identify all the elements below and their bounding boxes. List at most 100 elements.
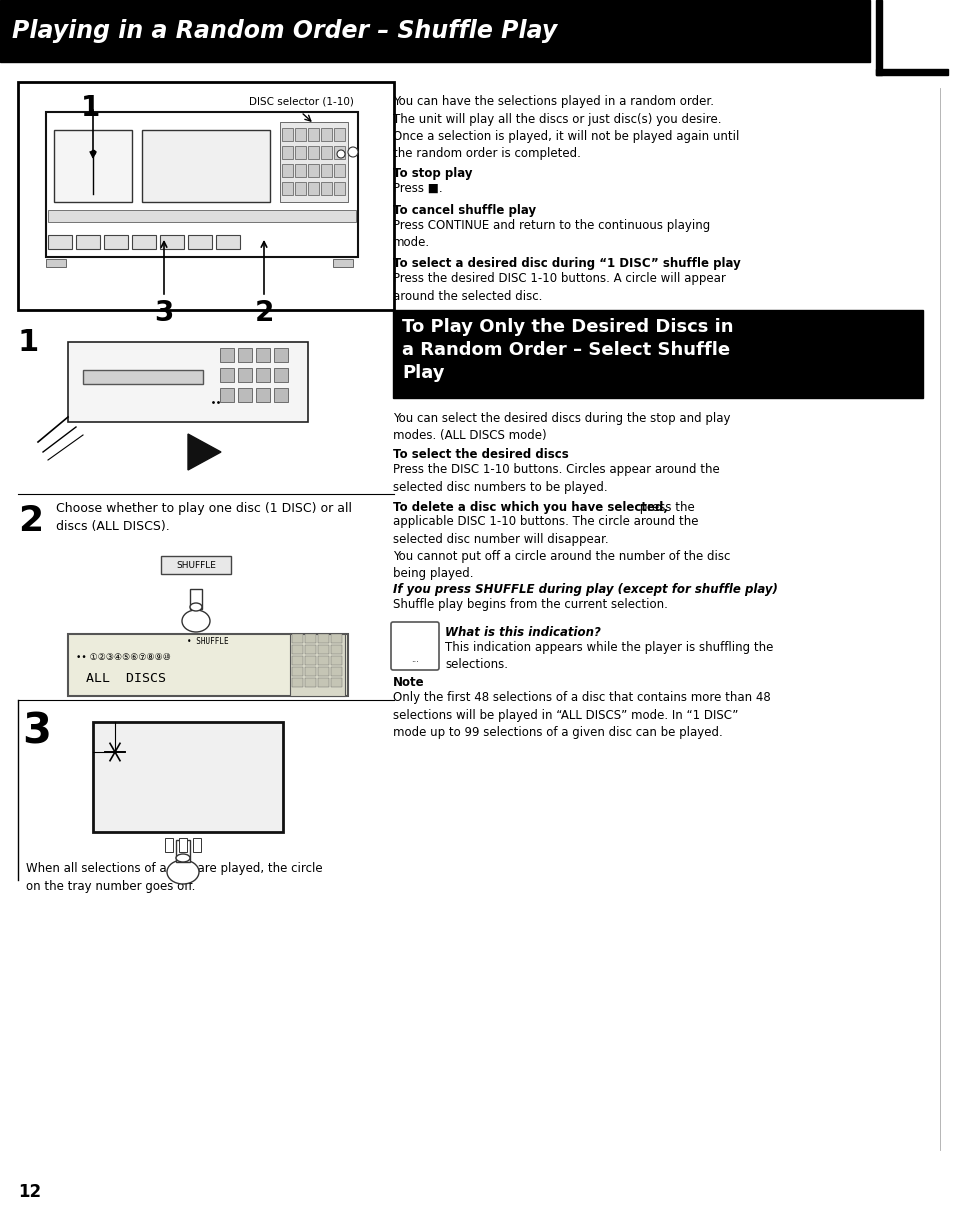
Bar <box>292 678 303 687</box>
Bar <box>305 645 315 654</box>
Text: To delete a disc which you have selected,: To delete a disc which you have selected… <box>393 501 667 514</box>
Text: ALL  DISCS: ALL DISCS <box>86 671 166 685</box>
Bar <box>18 82 394 310</box>
Bar <box>331 645 341 654</box>
Bar <box>215 235 240 249</box>
Bar <box>334 182 345 195</box>
Bar <box>175 839 190 862</box>
Polygon shape <box>68 342 308 422</box>
Bar <box>188 235 212 249</box>
Text: What is this indication?: What is this indication? <box>444 626 600 639</box>
Text: This indication appears while the player is shuffling the
selections.: This indication appears while the player… <box>444 642 773 671</box>
Bar <box>333 259 353 267</box>
Bar <box>48 235 71 249</box>
Text: 2: 2 <box>254 299 274 327</box>
Bar <box>165 838 172 852</box>
Bar <box>280 122 348 202</box>
Text: To select the desired discs: To select the desired discs <box>393 449 568 461</box>
Bar <box>160 235 184 249</box>
Bar <box>282 128 293 141</box>
Text: 12: 12 <box>18 1184 41 1201</box>
Bar <box>308 163 318 177</box>
Bar <box>161 556 231 574</box>
Circle shape <box>348 147 357 157</box>
Text: Choose whether to play one disc (1 DISC) or all
discs (ALL DISCS).: Choose whether to play one disc (1 DISC)… <box>56 501 352 533</box>
Bar <box>317 667 329 676</box>
FancyBboxPatch shape <box>391 622 438 670</box>
Bar <box>68 634 348 696</box>
Text: Only the first 48 selections of a disc that contains more than 48
selections wil: Only the first 48 selections of a disc t… <box>393 691 770 739</box>
Bar <box>292 634 303 643</box>
Bar <box>290 634 345 696</box>
Bar <box>274 388 288 402</box>
Bar <box>255 367 270 382</box>
Bar <box>237 367 252 382</box>
Ellipse shape <box>190 603 202 611</box>
Text: DISC selector (1-10): DISC selector (1-10) <box>249 96 353 106</box>
Bar <box>334 163 345 177</box>
Bar <box>305 656 315 665</box>
Bar <box>317 678 329 687</box>
Bar <box>292 667 303 676</box>
Circle shape <box>336 150 345 159</box>
Bar <box>255 388 270 402</box>
Bar <box>294 128 306 141</box>
Bar <box>282 163 293 177</box>
Bar <box>193 838 201 852</box>
Text: 1: 1 <box>18 328 39 356</box>
Bar <box>179 838 187 852</box>
Bar <box>320 182 332 195</box>
Bar <box>317 634 329 643</box>
Text: Press the desired DISC 1-10 buttons. A circle will appear
around the selected di: Press the desired DISC 1-10 buttons. A c… <box>393 272 725 302</box>
Text: •• ①②③④⑤⑥⑦⑧⑨⑩: •• ①②③④⑤⑥⑦⑧⑨⑩ <box>76 654 171 662</box>
Text: To Play Only the Desired Discs in
a Random Order – Select Shuffle
Play: To Play Only the Desired Discs in a Rand… <box>401 318 733 382</box>
Text: Press ■.: Press ■. <box>393 182 442 195</box>
Bar <box>393 310 923 398</box>
Text: Press CONTINUE and return to the continuous playing
mode.: Press CONTINUE and return to the continu… <box>393 219 709 249</box>
Bar <box>220 388 233 402</box>
Bar <box>76 235 100 249</box>
Bar <box>142 130 270 202</box>
Bar <box>305 634 315 643</box>
Bar <box>48 210 355 222</box>
Text: Shuffle play begins from the current selection.: Shuffle play begins from the current sel… <box>393 599 667 611</box>
Bar <box>334 128 345 141</box>
Bar <box>294 163 306 177</box>
Text: To select a desired disc during “1 DISC” shuffle play: To select a desired disc during “1 DISC”… <box>393 257 740 270</box>
Bar <box>317 656 329 665</box>
Bar <box>308 146 318 159</box>
Bar <box>292 645 303 654</box>
Bar <box>308 182 318 195</box>
Bar <box>320 128 332 141</box>
Bar <box>320 163 332 177</box>
Text: To cancel shuffle play: To cancel shuffle play <box>393 204 536 218</box>
Bar <box>292 656 303 665</box>
Text: press the: press the <box>636 501 694 514</box>
Bar <box>331 678 341 687</box>
Text: You can have the selections played in a random order.
The unit will play all the: You can have the selections played in a … <box>393 95 739 161</box>
Bar <box>305 678 315 687</box>
Bar <box>875 69 947 75</box>
Text: When all selections of a disc are played, the circle
on the tray number goes off: When all selections of a disc are played… <box>26 862 322 893</box>
Text: SHUFFLE: SHUFFLE <box>176 560 215 569</box>
Bar <box>132 235 156 249</box>
Bar <box>274 367 288 382</box>
Bar <box>92 721 283 832</box>
Bar <box>331 656 341 665</box>
Bar <box>282 182 293 195</box>
Text: Playing in a Random Order – Shuffle Play: Playing in a Random Order – Shuffle Play <box>12 18 557 43</box>
Text: 3: 3 <box>154 299 173 327</box>
Ellipse shape <box>167 860 199 884</box>
Bar <box>331 667 341 676</box>
Bar <box>875 0 882 75</box>
Bar <box>46 112 357 257</box>
Bar <box>334 146 345 159</box>
Bar <box>220 348 233 363</box>
Bar <box>54 130 132 202</box>
Text: You can select the desired discs during the stop and play
modes. (ALL DISCS mode: You can select the desired discs during … <box>393 412 730 442</box>
Text: applicable DISC 1-10 buttons. The circle around the
selected disc number will di: applicable DISC 1-10 buttons. The circle… <box>393 515 730 580</box>
Text: • SHUFFLE: • SHUFFLE <box>187 638 229 646</box>
Polygon shape <box>188 434 221 469</box>
Bar <box>308 128 318 141</box>
Bar <box>274 348 288 363</box>
